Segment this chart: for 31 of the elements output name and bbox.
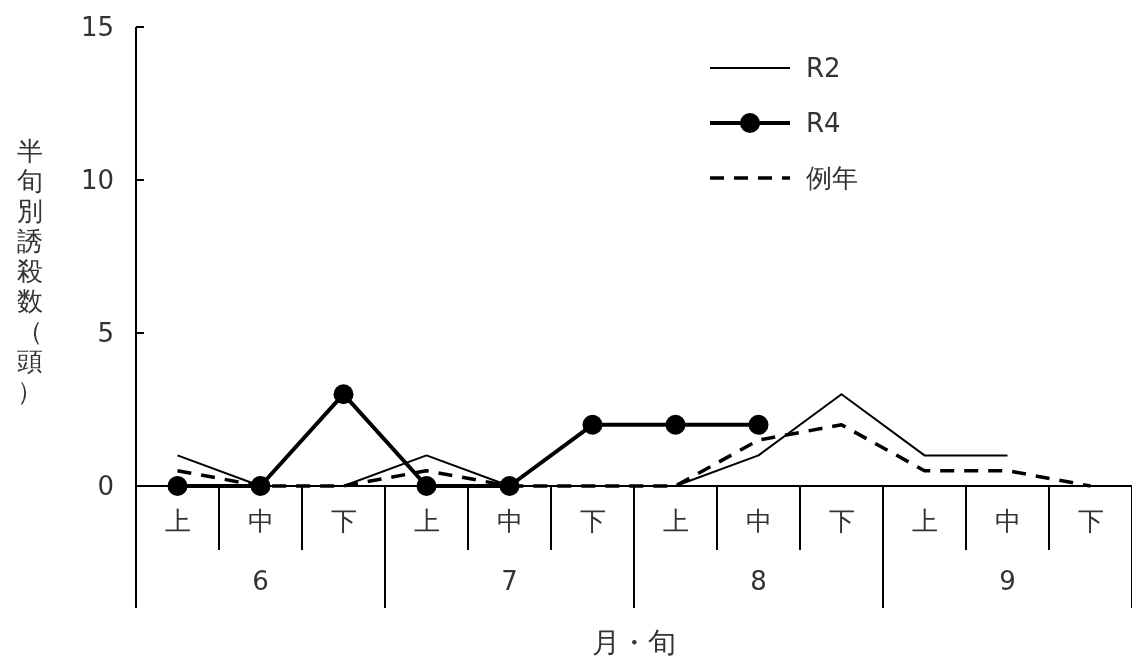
text: 8 bbox=[750, 566, 767, 596]
x-tick-label: 上 bbox=[662, 506, 689, 536]
x-tick-label: 下 bbox=[330, 506, 357, 536]
x-tick-label: 中 bbox=[247, 506, 274, 536]
text: 9 bbox=[999, 566, 1016, 596]
point bbox=[167, 476, 188, 496]
x-tick-label: 下 bbox=[1077, 506, 1104, 536]
x-tick-label: 中 bbox=[994, 506, 1021, 536]
point bbox=[582, 414, 603, 435]
y-tick-label: 5 bbox=[97, 318, 114, 348]
x-tick-label: 上 bbox=[164, 506, 191, 536]
legend-label: 例年 bbox=[806, 163, 858, 193]
text: 半旬別誘殺数（頭） bbox=[17, 136, 43, 406]
x-tick-label: 中 bbox=[496, 506, 523, 536]
y-tick-label: 15 bbox=[80, 12, 114, 42]
text: 6 bbox=[252, 566, 269, 596]
point bbox=[416, 476, 437, 496]
legend-label: R2 bbox=[806, 53, 841, 83]
x-tick-label: 下 bbox=[579, 506, 606, 536]
point bbox=[665, 414, 686, 435]
y-tick-label: 10 bbox=[80, 165, 114, 195]
x-tick-label: 上 bbox=[413, 506, 440, 536]
x-tick-label: 中 bbox=[745, 506, 772, 536]
text: 7 bbox=[501, 566, 518, 596]
x-tick-label: 上 bbox=[911, 506, 938, 536]
x-axis-title: 月・旬 bbox=[592, 626, 676, 659]
x-tick-label: 下 bbox=[828, 506, 855, 536]
point bbox=[333, 384, 354, 405]
y-tick-label: 0 bbox=[97, 471, 114, 501]
legend-label: R4 bbox=[806, 108, 841, 138]
point bbox=[748, 414, 769, 435]
